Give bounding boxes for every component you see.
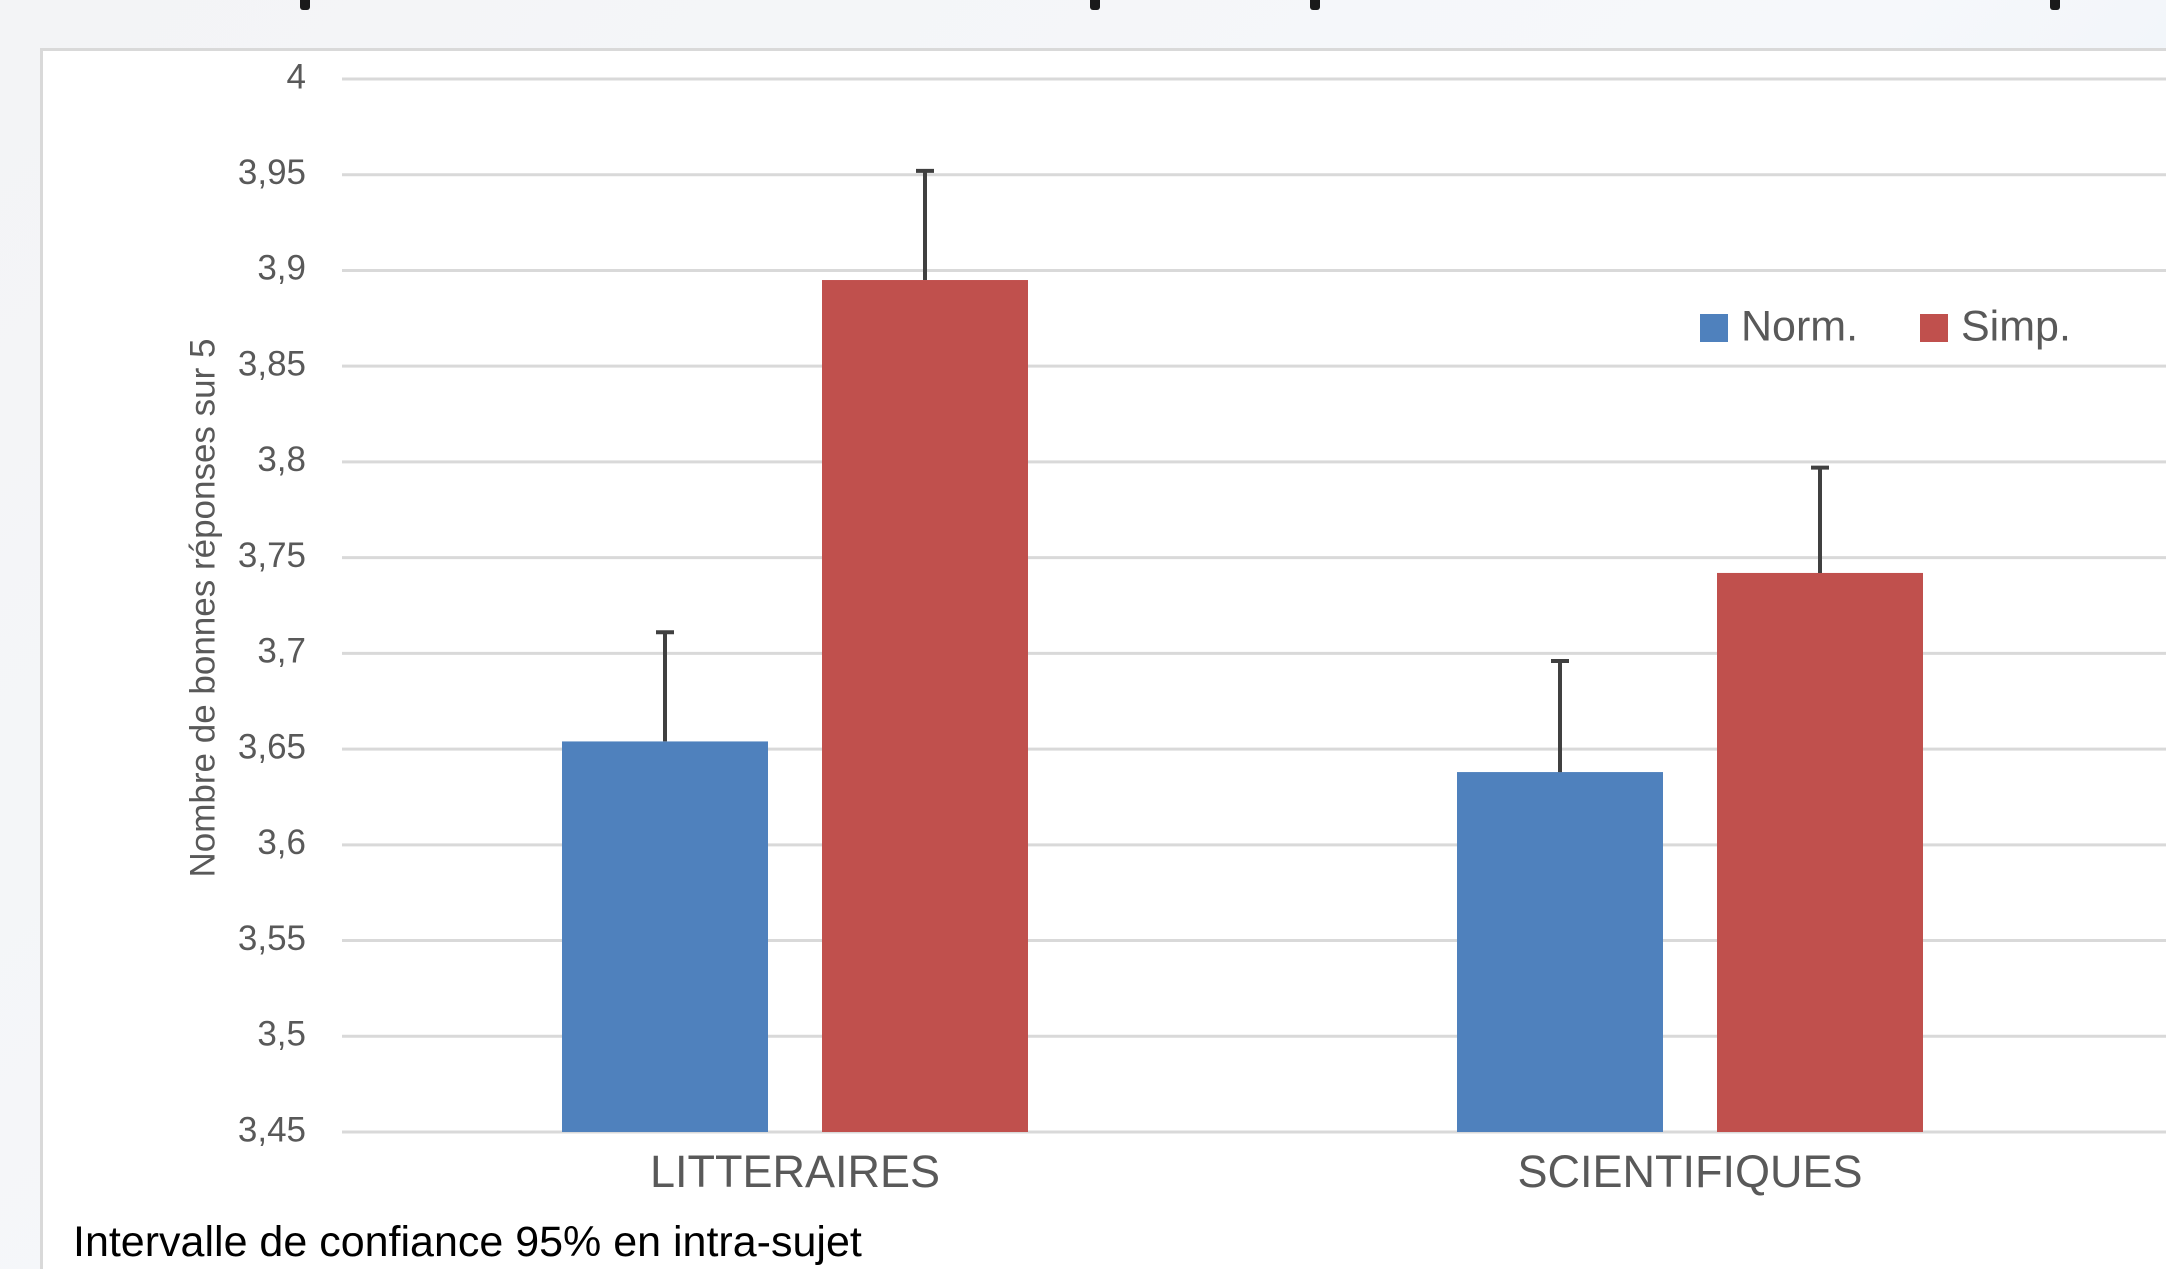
y-tick-label: 3,75 xyxy=(238,536,306,575)
y-axis-label: Nombre de bonnes réponses sur 5 xyxy=(183,339,222,878)
bars xyxy=(562,280,1923,1132)
y-tick-label: 3,45 xyxy=(238,1110,306,1149)
y-tick-label: 3,85 xyxy=(238,344,306,383)
y-axis-ticks: 3,45 3,5 3,55 3,6 3,65 3,7 3,75 3,8 3,85 3,9 3,95 4 xyxy=(238,57,306,1149)
x-tick-label: SCIENTIFIQUES xyxy=(1517,1146,1862,1197)
bar-norm xyxy=(1457,772,1663,1132)
legend-label: Norm. xyxy=(1741,302,1858,350)
y-tick-label: 3,6 xyxy=(257,823,306,862)
legend-label: Simp. xyxy=(1961,302,2071,350)
bar-simp xyxy=(822,280,1028,1132)
legend: Norm. Simp. xyxy=(1700,302,2071,350)
bar-norm xyxy=(562,741,768,1132)
legend-swatch xyxy=(1920,314,1948,342)
bar-simp xyxy=(1717,572,1923,1132)
error-bars xyxy=(656,168,1829,773)
x-tick-label: LITTERAIRES xyxy=(650,1146,940,1197)
y-tick-label: 3,7 xyxy=(257,632,306,671)
confidence-interval-note: Intervalle de confiance 95% en intra-suj… xyxy=(73,1218,862,1266)
legend-swatch xyxy=(1700,314,1728,342)
y-tick-label: 3,5 xyxy=(257,1015,306,1054)
cropped-title-strip xyxy=(0,0,2166,14)
y-tick-label: 3,8 xyxy=(257,440,306,479)
y-tick-label: 3,9 xyxy=(257,249,306,288)
x-axis-ticks: LITTERAIRES SCIENTIFIQUES xyxy=(650,1146,1863,1197)
y-tick-label: 3,55 xyxy=(238,919,306,958)
y-tick-label: 3,95 xyxy=(238,153,306,192)
y-tick-label: 3,65 xyxy=(238,727,306,766)
y-tick-label: 4 xyxy=(287,57,306,96)
